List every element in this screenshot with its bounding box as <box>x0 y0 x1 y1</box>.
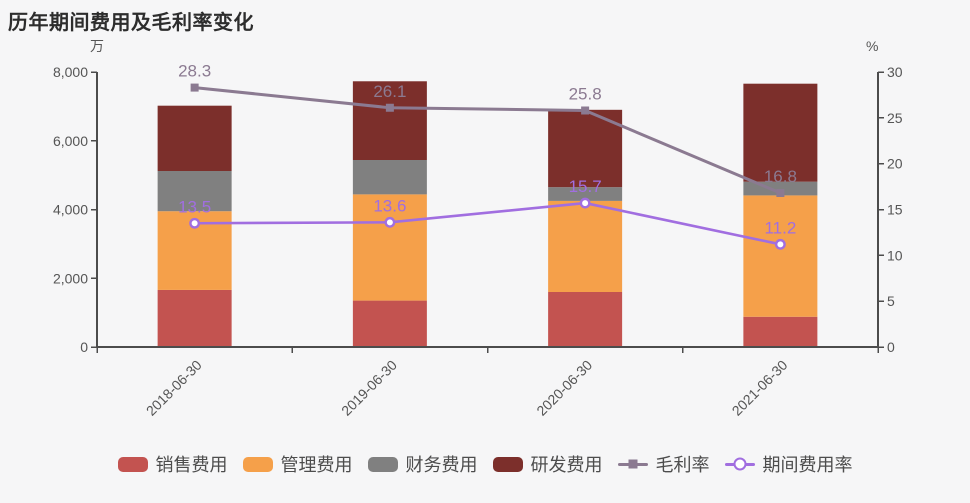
bar-segment-sales-expense-0 <box>157 289 232 347</box>
legend-label-gross-margin: 毛利率 <box>655 455 710 475</box>
legend-swatch-management-expense <box>242 456 273 472</box>
bar-segment-rnd-expense-0 <box>157 105 232 171</box>
value-label-period-expense-ratio-1: 13.6 <box>373 196 406 215</box>
left-tick-label: 0 <box>80 339 88 355</box>
marker-period-expense-ratio-3 <box>774 238 786 250</box>
value-label-period-expense-ratio-3: 11.2 <box>764 218 796 237</box>
right-tick-label: 0 <box>887 339 895 355</box>
legend-line-swatch-period-expense-ratio <box>724 456 755 472</box>
plot-area[interactable]: 0 2,000 4,000 6,000 8,000 0 5 10 15 20 25 30 万 % 2018-… <box>0 0 970 448</box>
line-gross-margin <box>193 86 782 195</box>
chart-title: 历年期间费用及毛利率变化 <box>8 12 254 34</box>
bar-segment-rnd-expense-2 <box>548 109 623 188</box>
right-axis-unit: % <box>866 38 878 54</box>
legend-line-swatch-gross-margin <box>617 456 648 472</box>
bar-segment-finance-expense-1 <box>352 160 427 195</box>
legend-item-finance-expense[interactable]: 财务费用 <box>367 451 478 477</box>
bar-segment-finance-expense-2 <box>548 187 623 201</box>
legend-item-period-expense-ratio[interactable]: 期间费用率 <box>724 451 853 477</box>
legend-marker-circle-icon <box>733 457 746 471</box>
legend-item-gross-margin[interactable]: 毛利率 <box>617 451 710 477</box>
right-tick-label: 20 <box>887 156 903 172</box>
value-label-period-expense-ratio-0: 13.5 <box>178 197 211 216</box>
x-category-label: 2020-06-30 <box>533 357 595 419</box>
x-category-label: 2021-06-30 <box>729 357 791 419</box>
legend: 销售费用 管理费用 财务费用 研发费用 毛利率 期间费用率 <box>0 451 970 477</box>
value-label-gross-margin-3: 16.8 <box>764 167 797 186</box>
legend-swatch-finance-expense <box>367 456 398 472</box>
legend-label-management-expense: 管理费用 <box>280 455 353 475</box>
right-tick-label: 15 <box>887 202 903 218</box>
right-tick-label: 10 <box>887 247 903 263</box>
bar-segment-sales-expense-2 <box>548 292 623 347</box>
right-tick-label: 25 <box>887 110 903 126</box>
bar-segment-rnd-expense-1 <box>352 81 427 160</box>
bar-segment-management-expense-1 <box>352 194 427 301</box>
bar-segment-finance-expense-0 <box>157 171 232 212</box>
marker-period-expense-ratio-0 <box>189 217 201 229</box>
legend-label-rnd-expense: 研发费用 <box>530 455 603 475</box>
right-tick-label: 30 <box>887 64 903 80</box>
marker-gross-margin-2 <box>581 106 590 115</box>
bar-segment-management-expense-2 <box>548 200 623 292</box>
legend-label-finance-expense: 财务费用 <box>405 455 478 475</box>
value-label-gross-margin-2: 25.8 <box>569 85 602 104</box>
marker-gross-margin-1 <box>385 103 394 112</box>
bar-segment-rnd-expense-3 <box>743 83 818 182</box>
legend-label-sales-expense: 销售费用 <box>155 455 228 475</box>
legend-item-management-expense[interactable]: 管理费用 <box>242 451 353 477</box>
line-period-expense-ratio <box>193 201 782 246</box>
legend-swatch-sales-expense <box>117 456 148 472</box>
legend-item-rnd-expense[interactable]: 研发费用 <box>492 451 603 477</box>
marker-gross-margin-3 <box>776 189 785 197</box>
left-axis-unit: 万 <box>90 38 104 54</box>
left-tick-label: 2,000 <box>53 270 88 286</box>
x-category-label: 2019-06-30 <box>338 357 400 419</box>
marker-period-expense-ratio-1 <box>384 216 396 228</box>
marker-gross-margin-0 <box>190 83 199 92</box>
left-tick-label: 8,000 <box>53 64 88 80</box>
bar-segment-sales-expense-3 <box>743 316 818 347</box>
legend-swatch-rnd-expense <box>492 456 523 472</box>
x-category-label: 2018-06-30 <box>143 357 205 419</box>
value-label-period-expense-ratio-2: 15.7 <box>569 177 602 196</box>
bar-segment-management-expense-3 <box>743 195 818 317</box>
legend-label-period-expense-ratio: 期间费用率 <box>762 455 853 475</box>
bar-segment-sales-expense-1 <box>352 300 427 347</box>
marker-period-expense-ratio-2 <box>579 197 591 209</box>
value-label-gross-margin-0: 28.3 <box>178 62 211 81</box>
legend-marker-square-icon <box>628 459 637 469</box>
left-tick-label: 6,000 <box>53 133 88 149</box>
right-tick-label: 5 <box>887 293 895 309</box>
legend-item-sales-expense[interactable]: 销售费用 <box>117 451 228 477</box>
left-tick-label: 4,000 <box>53 202 88 218</box>
value-label-gross-margin-1: 26.1 <box>373 82 406 101</box>
